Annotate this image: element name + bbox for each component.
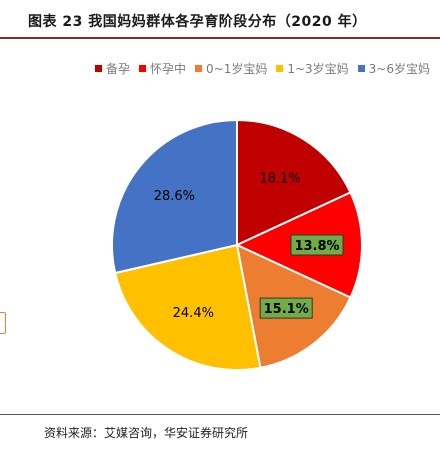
data-label-box: [259, 297, 313, 319]
figure-title: 图表 23 我国妈妈群体各孕育阶段分布（2020 年）: [28, 14, 367, 30]
legend-label: 备孕: [105, 62, 130, 76]
legend-item: 0~1岁宝妈: [195, 60, 267, 77]
side-marker-box: [0, 312, 6, 334]
legend-label: 0~1岁宝妈: [206, 62, 268, 76]
source-divider: [0, 414, 440, 415]
data-label: 15.1%: [264, 302, 309, 317]
legend-label: 怀孕中: [150, 62, 187, 76]
legend-item: 3~6岁宝妈: [357, 60, 430, 77]
pie-slice: [111, 118, 238, 275]
legend-swatch: [357, 65, 365, 72]
data-label: 13.8%: [294, 239, 339, 254]
pie-slice: [113, 243, 262, 371]
title-divider: [0, 37, 440, 39]
legend-swatch: [94, 65, 102, 72]
legend-swatch: [276, 65, 284, 72]
legend-label: 3~6岁宝妈: [368, 62, 430, 76]
legend-item: 1~3岁宝妈: [276, 60, 349, 77]
legend-swatch: [139, 65, 146, 72]
pie-slice: [236, 118, 352, 247]
legend-item: 备孕: [94, 60, 130, 77]
data-label: 18.1%: [259, 172, 300, 187]
data-label-box: [290, 234, 344, 256]
data-label: 28.6%: [154, 189, 195, 204]
legend-item: 怀孕中: [139, 60, 186, 77]
chart-legend: 备孕 怀孕中 0~1岁宝妈 1~3岁宝妈 3~6岁宝妈: [94, 60, 430, 77]
legend-label: 1~3岁宝妈: [287, 62, 349, 76]
legend-swatch: [195, 65, 203, 72]
data-label: 24.4%: [173, 306, 214, 321]
source-note: 资料来源：艾媒咨询，华安证券研究所: [44, 426, 249, 440]
